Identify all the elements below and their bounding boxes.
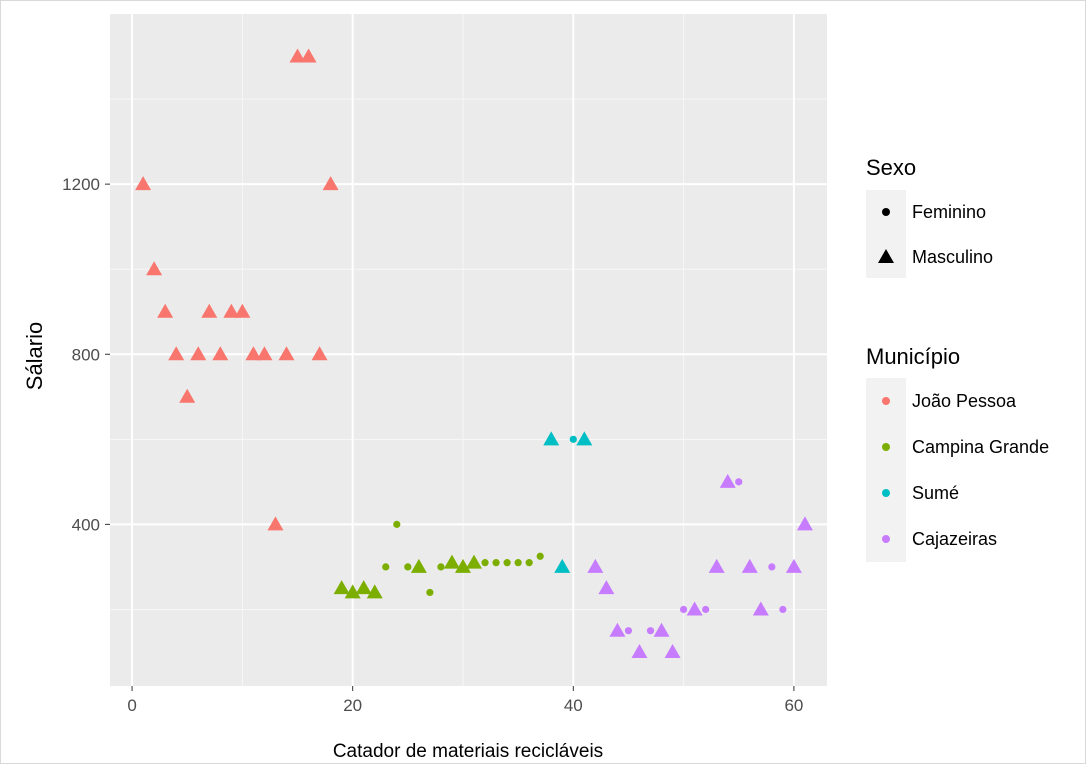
minor-gridlines: [110, 14, 827, 686]
data-point-triangle: [311, 346, 328, 361]
data-point-triangle: [708, 558, 725, 573]
data-point-triangle: [366, 584, 383, 599]
y-axis-title: Sálario: [22, 322, 47, 390]
data-point-circle: [492, 559, 500, 567]
data-point-triangle: [267, 516, 284, 531]
major-gridlines: [110, 14, 827, 686]
data-point-triangle: [135, 176, 152, 191]
data-point-triangle: [664, 643, 681, 658]
x-axis: 0 20 40 60: [127, 686, 803, 715]
x-axis-title: Catador de materiais recicláveis: [333, 741, 603, 762]
y-tick-label: 1200: [62, 175, 100, 194]
data-point-triangle: [289, 48, 306, 63]
data-point-triangle: [587, 558, 604, 573]
legend-municipio: Município João Pessoa Campina Grande Sumé C…: [866, 344, 1049, 562]
data-point-triangle: [157, 303, 174, 318]
y-tick-label: 800: [72, 345, 100, 364]
data-point-triangle: [168, 346, 185, 361]
data-point-triangle: [212, 346, 229, 361]
legend-sexo-title: Sexo: [866, 155, 916, 180]
x-tick-label: 40: [564, 696, 583, 715]
data-point-triangle: [256, 346, 273, 361]
data-point-triangle: [278, 346, 295, 361]
data-point-circle: [426, 588, 434, 597]
legend-dot-icon: [882, 443, 890, 451]
x-tick-label: 0: [127, 696, 136, 715]
y-tick-label: 400: [72, 515, 100, 534]
plot-panel: [110, 14, 827, 686]
data-point-triangle: [686, 601, 703, 616]
data-point-triangle: [598, 580, 615, 595]
data-point-triangle: [443, 554, 460, 569]
data-point-triangle: [796, 516, 813, 531]
data-point-triangle: [454, 558, 471, 573]
x-tick-label: 60: [784, 696, 803, 715]
data-point-circle: [437, 563, 445, 571]
legend-circle-icon: [882, 208, 890, 216]
data-point-triangle: [410, 558, 427, 573]
legend-item-feminino: Feminino: [912, 202, 986, 222]
legend-dot-icon: [882, 489, 890, 497]
data-point-triangle: [741, 558, 758, 573]
legend-item-municipio: João Pessoa: [912, 391, 1017, 411]
data-point-triangle: [631, 643, 648, 658]
legend-dot-icon: [882, 397, 890, 405]
data-point-triangle: [609, 622, 626, 637]
data-point-triangle: [355, 580, 372, 595]
data-point-triangle: [245, 346, 262, 361]
data-point-circle: [382, 563, 390, 571]
data-point-circle: [525, 559, 533, 567]
legend-sexo: Sexo Feminino Masculino: [866, 155, 993, 278]
data-point-circle: [481, 559, 489, 567]
data-point-circle: [702, 605, 710, 614]
data-point-triangle: [223, 303, 240, 318]
data-point-circle: [503, 559, 511, 567]
data-point-triangle: [344, 584, 361, 599]
legend-item-municipio: Campina Grande: [912, 437, 1049, 457]
y-axis: 400 800 1200: [62, 175, 110, 534]
data-point-circle: [680, 605, 688, 614]
data-point-circle: [624, 627, 633, 635]
data-point-triangle: [466, 554, 483, 569]
data-point-triangle: [179, 388, 196, 403]
data-point-triangle: [554, 558, 571, 573]
data-point-circle: [768, 563, 776, 571]
data-points: [135, 48, 813, 658]
data-point-triangle: [576, 431, 593, 446]
data-point-circle: [779, 605, 787, 614]
data-point-circle: [735, 478, 743, 486]
data-point-circle: [514, 559, 522, 567]
legend-municipio-items: João Pessoa Campina Grande Sumé Cajazeiras: [866, 378, 1049, 562]
data-point-triangle: [190, 346, 207, 361]
legend-dot-icon: [882, 535, 890, 543]
data-point-triangle: [201, 303, 218, 318]
legend-item-masculino: Masculino: [912, 247, 993, 267]
data-point-triangle: [785, 558, 802, 573]
data-point-triangle: [543, 431, 560, 446]
data-point-triangle: [333, 580, 350, 595]
legend-municipio-title: Município: [866, 344, 960, 369]
data-point-triangle: [719, 473, 736, 488]
legend-item-municipio: Sumé: [912, 483, 959, 503]
legend-triangle-icon: [878, 249, 894, 263]
x-tick-label: 20: [343, 696, 362, 715]
data-point-circle: [536, 552, 544, 560]
data-point-triangle: [322, 176, 339, 191]
data-point-triangle: [752, 601, 769, 616]
data-point-circle: [404, 563, 412, 571]
data-point-triangle: [146, 261, 163, 276]
data-point-triangle: [653, 622, 670, 637]
data-point-circle: [393, 520, 401, 528]
data-point-triangle: [234, 303, 251, 318]
data-point-triangle: [300, 48, 317, 63]
data-point-circle: [646, 627, 655, 635]
legend-item-municipio: Cajazeiras: [912, 529, 997, 549]
data-point-circle: [569, 435, 577, 443]
